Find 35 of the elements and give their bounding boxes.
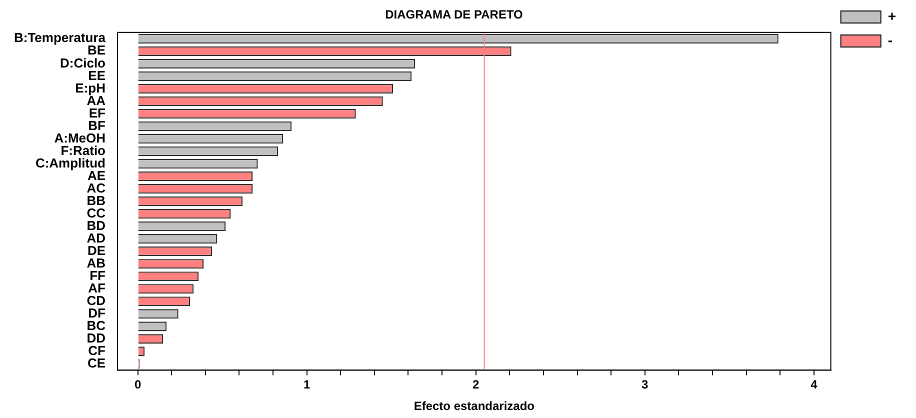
y-tick-label: B:Temperatura [14,30,106,46]
y-tick-label: BE [87,42,106,58]
y-tick-label: BD [86,218,106,233]
y-tick-label: F:Ratio [60,142,106,158]
y-tick-label: CC [86,205,106,220]
y-tick-label: CD [86,292,106,308]
legend-label: - [888,32,893,48]
y-tick-label: BC [86,318,106,333]
legend-label: + [888,8,896,24]
y-tick-label: AF [88,280,106,296]
y-tick-label: AB [86,255,106,270]
chart-title: DIAGRAMA DE PARETO [385,8,523,22]
y-tick-label: D:Ciclo [60,55,106,70]
y-tick-label: BB [86,192,106,208]
y-tick-label: EE [88,68,106,83]
y-tick-label: AC [86,180,106,196]
y-tick-label: E:pH [75,80,106,96]
x-tick-label: 2 [472,378,480,392]
y-tick-label: FF [90,268,106,283]
x-tick-label: 4 [810,378,818,392]
y-tick-label: CE [87,356,106,371]
y-tick-label: BF [88,118,106,133]
x-tick-label: 0 [134,378,142,392]
y-tick-label: AE [87,168,106,183]
x-axis-title: Efecto estandarizado [414,399,535,414]
y-tick-label: DF [88,305,106,320]
y-tick-label: CF [88,343,106,358]
y-tick-label: A:MeOH [54,130,106,146]
y-tick-label: AD [86,230,106,246]
y-tick-label: EF [88,105,106,120]
x-tick-label: 1 [303,378,310,392]
x-tick-label: 3 [642,378,649,392]
y-tick-label: DE [87,242,106,258]
y-tick-label: C:Amplitud [35,155,106,170]
y-tick-label: DD [86,330,106,346]
